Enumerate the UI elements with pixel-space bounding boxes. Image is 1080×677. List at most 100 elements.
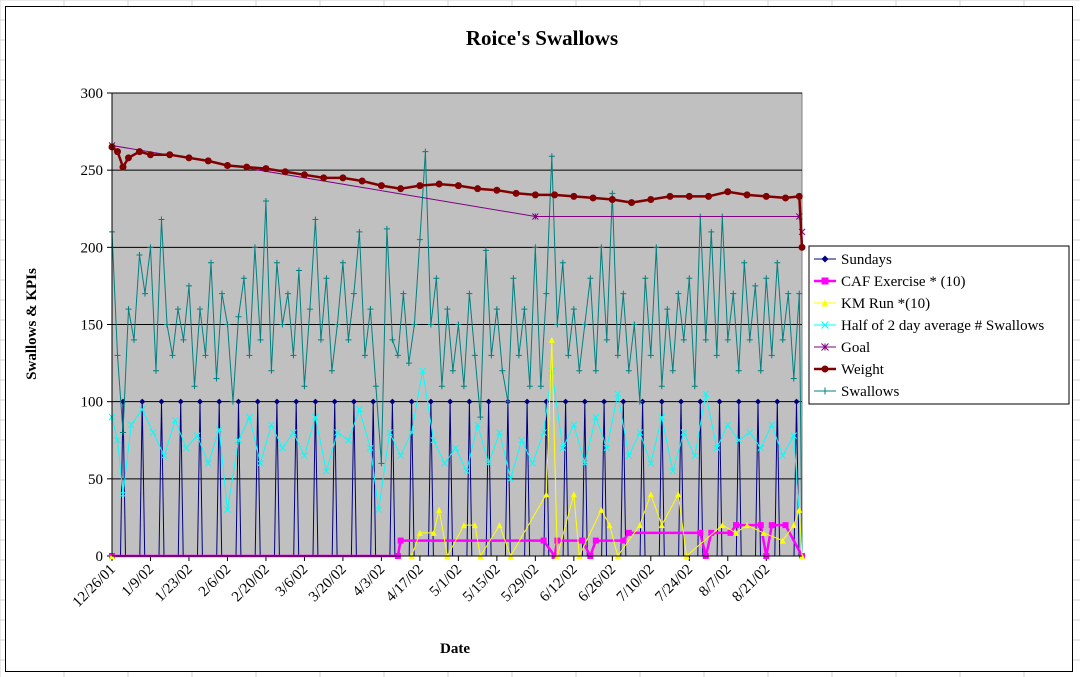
data-point	[331, 398, 338, 405]
data-point	[719, 522, 726, 529]
data-point	[540, 537, 547, 544]
data-point	[744, 522, 751, 529]
data-point	[251, 244, 258, 251]
data-point	[114, 352, 121, 359]
data-point	[680, 429, 688, 436]
data-point	[471, 352, 478, 359]
data-point	[158, 398, 165, 405]
data-point	[482, 247, 489, 254]
x-axis-title: Date	[440, 641, 470, 657]
data-point	[295, 267, 302, 274]
data-point	[526, 383, 533, 390]
data-point	[444, 306, 451, 313]
data-point	[474, 421, 481, 429]
data-point	[477, 414, 484, 421]
data-point	[548, 336, 555, 343]
legend-label: CAF Exercise * (10)	[841, 274, 966, 290]
data-point	[317, 336, 324, 343]
data-point	[735, 436, 743, 444]
legend-item: Swallows	[814, 384, 900, 400]
data-point	[713, 444, 721, 452]
data-point	[460, 383, 467, 390]
legend-item: Goal	[814, 340, 870, 356]
data-point	[743, 191, 751, 199]
y-tick-label: 50	[88, 472, 103, 488]
x-tick-label: 12/26/01	[70, 562, 119, 611]
data-point	[397, 452, 404, 460]
data-point	[551, 191, 559, 199]
data-point	[323, 275, 330, 282]
data-point	[790, 432, 798, 439]
data-point	[796, 290, 803, 297]
data-point	[378, 460, 385, 467]
x-tick-label: 3/20/02	[306, 562, 350, 606]
legend-label: Swallows	[841, 384, 900, 400]
data-point	[724, 421, 732, 429]
data-point	[207, 259, 214, 266]
data-point	[290, 352, 297, 359]
data-point	[658, 522, 665, 529]
x-tick-label: 6/26/02	[575, 562, 619, 606]
data-point	[697, 398, 704, 405]
data-point	[284, 290, 291, 297]
data-point	[334, 429, 341, 436]
series-half-of-2-day-average-swallows[interactable]	[108, 367, 806, 560]
chart-area[interactable]: Roice's Swallows 0 50 100 150 200 250 300 12/2…	[5, 6, 1073, 672]
data-point	[625, 452, 633, 460]
data-point	[149, 429, 157, 436]
data-point	[460, 522, 467, 529]
data-point	[243, 163, 251, 171]
data-point	[372, 383, 379, 390]
data-point	[488, 352, 495, 359]
y-axis-ticks: 0 50 100 150 200 250 300	[81, 86, 112, 565]
data-point	[678, 398, 685, 405]
data-point	[146, 151, 154, 159]
data-point	[394, 352, 401, 359]
data-point	[581, 321, 588, 328]
data-point	[350, 398, 357, 405]
data-point	[389, 398, 396, 405]
data-point	[592, 367, 599, 374]
data-point	[416, 236, 423, 243]
series-weight[interactable]	[108, 143, 806, 251]
data-point	[386, 429, 394, 436]
data-point	[202, 352, 209, 359]
data-point	[323, 467, 330, 475]
data-point	[405, 360, 412, 367]
data-point	[658, 383, 665, 390]
data-point	[724, 336, 731, 343]
data-point	[496, 429, 503, 436]
data-point	[499, 367, 506, 374]
data-point	[345, 436, 352, 444]
data-point	[724, 188, 732, 196]
data-point	[559, 259, 566, 266]
data-point	[383, 225, 390, 232]
legend-box	[808, 245, 1070, 405]
data-point	[454, 182, 462, 190]
data-point	[713, 352, 720, 359]
data-point	[669, 467, 677, 475]
data-point	[796, 506, 803, 513]
data-point	[603, 444, 611, 452]
x-tick-label: 5/15/02	[460, 562, 504, 606]
data-point	[114, 436, 121, 444]
data-point	[449, 367, 456, 374]
data-point	[570, 306, 577, 313]
data-point	[647, 460, 655, 467]
data-point	[427, 321, 434, 328]
data-point	[135, 148, 143, 156]
data-point	[581, 398, 588, 405]
chart-canvas: Roice's Swallows 0 50 100 150 200 250 300 12/2…	[24, 26, 1070, 657]
data-point	[438, 383, 445, 390]
data-point	[730, 290, 737, 297]
data-point	[768, 522, 775, 529]
data-point	[334, 321, 341, 328]
legend-label: Goal	[841, 340, 870, 356]
data-point	[543, 491, 550, 498]
data-point	[608, 195, 616, 203]
data-point	[268, 421, 275, 429]
data-point	[171, 416, 179, 424]
legend[interactable]: Sundays CAF Exercise * (10) KM Run *(10) Ha…	[808, 245, 1070, 405]
legend-item: Half of 2 day average # Swallows	[814, 318, 1044, 334]
x-axis-ticks: 12/26/01 1/9/021/23/02 2/6/022/20/02 3/6/02…	[70, 556, 773, 611]
